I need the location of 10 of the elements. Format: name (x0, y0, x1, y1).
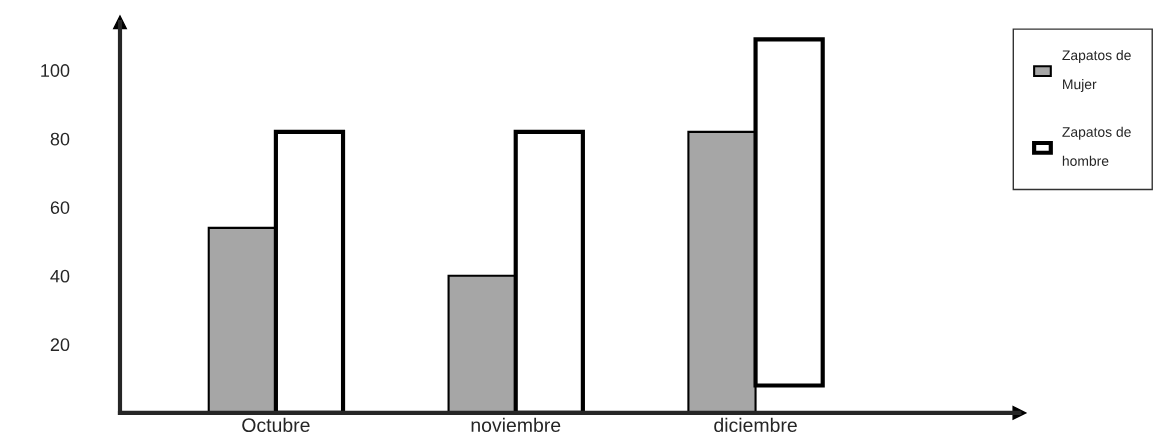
legend-label: Zapatos de hombre (1062, 126, 1131, 166)
legend-label: Zapatos de Mujer (1062, 49, 1131, 92)
y-tick-label: 80 (50, 132, 70, 146)
y-tick-label: 60 (50, 201, 70, 214)
x-tick-label: diciembre (714, 417, 797, 433)
y-tick-label: 20 (50, 338, 70, 352)
x-tick-label: Octubre (242, 417, 310, 433)
y-tick-label: 40 (50, 269, 70, 283)
x-tick-label: noviembre (471, 417, 561, 433)
y-tick-label: 100 (41, 64, 70, 77)
